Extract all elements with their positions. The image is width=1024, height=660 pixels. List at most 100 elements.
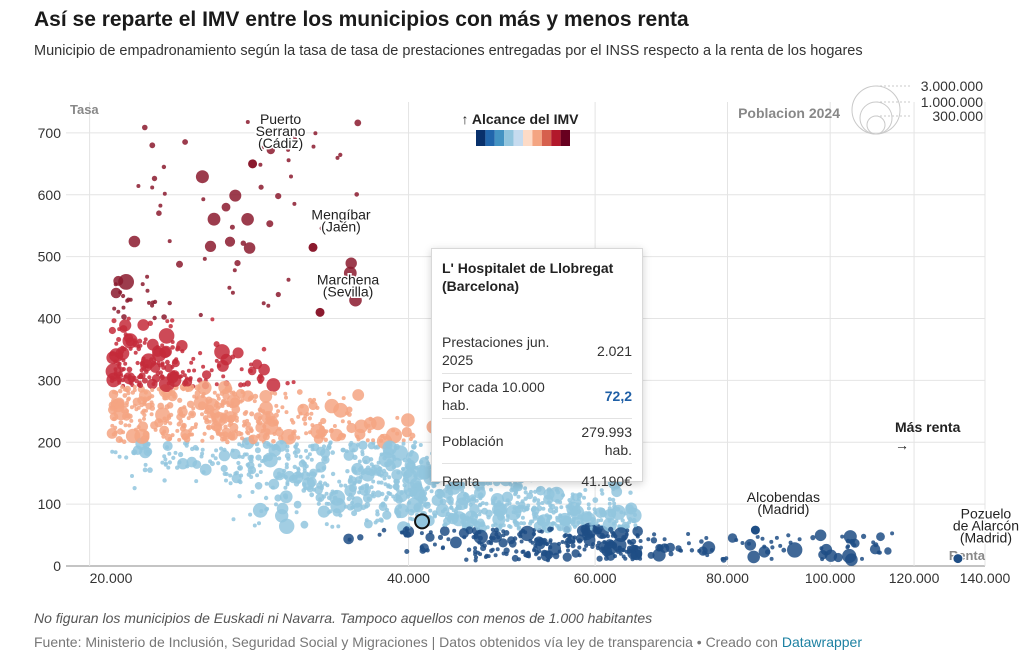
- data-point: [720, 557, 725, 561]
- data-point: [235, 388, 246, 399]
- data-point: [774, 535, 779, 540]
- data-point: [222, 471, 227, 476]
- data-point: [428, 508, 433, 513]
- data-point: [221, 399, 226, 405]
- data-point: [620, 518, 625, 523]
- data-point: [443, 522, 448, 527]
- data-point: [322, 481, 328, 486]
- data-point: [168, 373, 182, 387]
- data-point: [135, 360, 140, 366]
- data-point: [404, 549, 410, 554]
- data-point: [544, 550, 554, 559]
- highlight-point: [247, 158, 259, 170]
- data-point: [132, 385, 137, 389]
- datawrapper-link[interactable]: Datawrapper: [781, 634, 862, 650]
- data-point: [441, 545, 445, 550]
- data-point: [361, 471, 365, 475]
- data-point: [273, 391, 278, 396]
- data-point: [386, 491, 391, 495]
- data-point: [668, 551, 674, 557]
- data-point: [393, 483, 400, 490]
- data-point: [539, 529, 544, 534]
- data-point: [162, 416, 167, 421]
- data-point: [123, 423, 128, 428]
- data-point: [275, 193, 282, 200]
- data-point: [237, 494, 242, 499]
- data-point: [289, 418, 294, 422]
- data-point: [240, 240, 246, 246]
- data-point: [158, 328, 175, 344]
- data-point: [633, 523, 638, 528]
- data-point: [336, 524, 341, 529]
- data-point: [241, 213, 254, 226]
- data-point: [170, 340, 175, 344]
- data-point: [249, 429, 254, 433]
- data-point: [353, 470, 358, 474]
- data-point: [462, 535, 467, 540]
- data-point: [316, 468, 321, 473]
- data-point: [143, 447, 153, 457]
- data-point: [562, 523, 572, 534]
- data-point: [268, 444, 282, 457]
- data-point: [117, 428, 124, 435]
- data-point: [273, 412, 279, 418]
- tooltip-row: Por cada 10.000 hab. 72,2: [442, 374, 632, 419]
- data-point: [160, 362, 165, 367]
- data-point: [364, 489, 369, 494]
- data-point: [227, 423, 232, 428]
- data-point: [197, 380, 212, 395]
- data-point: [890, 531, 895, 536]
- data-point: [113, 425, 118, 430]
- data-point: [474, 498, 479, 503]
- data-point: [526, 492, 534, 500]
- data-point: [861, 533, 867, 539]
- data-point: [501, 533, 506, 538]
- data-point: [280, 405, 285, 410]
- data-point: [117, 327, 122, 332]
- data-point: [173, 450, 178, 455]
- data-point: [202, 256, 207, 261]
- data-point: [121, 293, 126, 299]
- data-point: [321, 466, 326, 471]
- data-point: [871, 540, 876, 545]
- annotation-label: (Cádiz): [258, 135, 303, 151]
- data-point: [399, 530, 404, 535]
- data-point: [318, 497, 323, 502]
- data-point: [665, 542, 675, 553]
- data-point: [168, 421, 173, 426]
- data-point: [371, 490, 376, 495]
- chart-subtitle: Municipio de empadronamiento según la ta…: [34, 43, 863, 59]
- x-tick-label: 120.000: [889, 570, 940, 586]
- data-point: [238, 382, 244, 388]
- data-point: [145, 288, 150, 293]
- annotation-label: Mengíbar: [311, 206, 370, 222]
- data-point: [702, 550, 707, 555]
- data-point: [303, 421, 308, 426]
- data-point: [200, 438, 205, 443]
- data-point: [536, 501, 541, 507]
- data-point: [279, 518, 295, 534]
- data-point: [150, 421, 159, 430]
- data-point: [300, 520, 309, 529]
- data-point: [209, 368, 214, 373]
- data-point: [320, 474, 325, 479]
- color-legend-title: ↑ Alcance del IMV: [462, 111, 580, 127]
- data-point: [143, 390, 148, 395]
- data-point: [143, 462, 148, 467]
- data-point: [215, 402, 223, 409]
- data-point: [214, 448, 219, 453]
- data-point: [302, 468, 307, 473]
- data-point: [233, 471, 238, 476]
- data-point: [429, 489, 434, 494]
- data-point: [432, 483, 437, 488]
- data-point: [435, 503, 450, 518]
- data-point: [125, 298, 130, 303]
- data-point: [380, 434, 385, 438]
- data-point: [330, 428, 343, 442]
- data-point: [214, 382, 219, 387]
- data-point: [360, 449, 365, 454]
- data-point: [195, 446, 200, 451]
- data-point: [114, 341, 119, 346]
- data-point: [747, 550, 760, 564]
- data-point: [225, 400, 230, 405]
